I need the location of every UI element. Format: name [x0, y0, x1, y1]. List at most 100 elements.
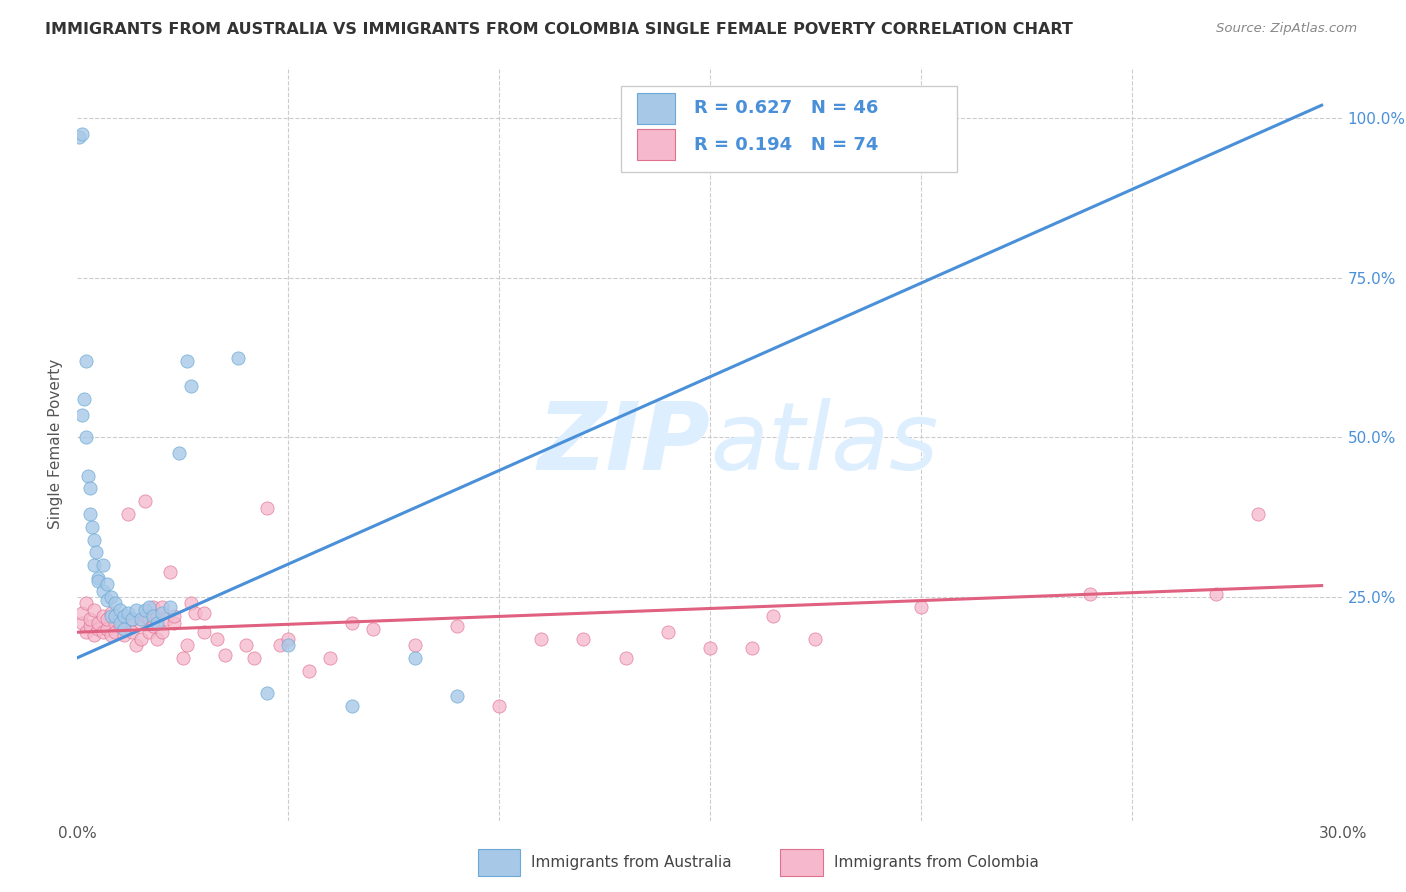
Point [121, 612, 143, 626]
Point [108, 603, 131, 617]
Point [104, 609, 127, 624]
Point [87, 622, 110, 636]
Point [180, 597, 202, 611]
Point [150, 599, 173, 614]
Point [180, 379, 202, 393]
Point [134, 609, 156, 624]
Point [159, 599, 181, 614]
Point [104, 597, 127, 611]
Point [142, 609, 165, 624]
Point [298, 664, 321, 678]
Point [79, 482, 101, 496]
Point [243, 650, 266, 665]
Point [83, 533, 105, 547]
Point [699, 641, 721, 656]
Point [70, 127, 93, 141]
Point [70, 408, 93, 422]
Point [125, 603, 148, 617]
Point [129, 615, 152, 630]
Point [104, 625, 127, 640]
Text: atlas: atlas [710, 398, 938, 490]
Point [176, 638, 198, 652]
Point [1078, 587, 1101, 601]
Text: Source: ZipAtlas.com: Source: ZipAtlas.com [1216, 22, 1357, 36]
Point [446, 689, 468, 703]
Point [83, 603, 105, 617]
Point [488, 698, 510, 713]
FancyBboxPatch shape [637, 128, 675, 161]
Point [96, 622, 118, 636]
Point [614, 650, 637, 665]
Point [226, 351, 249, 365]
Point [235, 638, 257, 652]
Point [657, 625, 679, 640]
Point [155, 612, 177, 626]
Point [108, 612, 131, 626]
Point [76, 468, 98, 483]
Point [446, 619, 468, 633]
Point [530, 632, 553, 646]
Point [163, 615, 186, 630]
Point [73, 392, 96, 406]
Point [112, 628, 135, 642]
Point [108, 619, 131, 633]
Point [159, 565, 181, 579]
Point [804, 632, 827, 646]
Point [138, 625, 160, 640]
Point [277, 638, 299, 652]
Point [91, 609, 114, 624]
Point [82, 520, 104, 534]
Point [121, 625, 143, 640]
Point [138, 599, 160, 614]
Point [277, 632, 299, 646]
Point [319, 650, 342, 665]
Point [142, 599, 165, 614]
Point [112, 622, 135, 636]
Text: ZIP: ZIP [537, 398, 710, 490]
FancyBboxPatch shape [637, 93, 675, 124]
Point [83, 558, 105, 573]
Point [172, 650, 194, 665]
Point [121, 612, 143, 626]
Point [96, 612, 118, 626]
Point [87, 574, 110, 588]
Point [184, 606, 207, 620]
Point [125, 638, 148, 652]
Point [117, 507, 139, 521]
Point [83, 628, 105, 642]
Text: Immigrants from Australia: Immigrants from Australia [531, 855, 733, 870]
Point [79, 507, 101, 521]
Point [176, 353, 198, 368]
Point [167, 446, 190, 460]
Point [256, 500, 278, 515]
Point [104, 615, 127, 630]
Point [269, 638, 291, 652]
Point [86, 545, 108, 559]
Point [70, 615, 93, 630]
Point [1205, 587, 1227, 601]
Point [1247, 507, 1270, 521]
Y-axis label: Single Female Poverty: Single Female Poverty [48, 359, 63, 529]
Point [910, 599, 932, 614]
Point [87, 615, 110, 630]
Text: R = 0.194   N = 74: R = 0.194 N = 74 [693, 136, 877, 153]
Point [79, 619, 101, 633]
Point [70, 606, 93, 620]
Point [75, 597, 97, 611]
Point [75, 625, 97, 640]
Point [91, 625, 114, 640]
Point [404, 650, 426, 665]
Point [96, 593, 118, 607]
Point [112, 609, 135, 624]
Point [146, 615, 169, 630]
Point [762, 609, 785, 624]
Point [112, 622, 135, 636]
Point [142, 619, 165, 633]
Point [193, 606, 215, 620]
Point [100, 609, 122, 624]
Point [340, 698, 363, 713]
Point [91, 558, 114, 573]
Point [129, 632, 152, 646]
Point [134, 494, 156, 508]
Point [193, 625, 215, 640]
